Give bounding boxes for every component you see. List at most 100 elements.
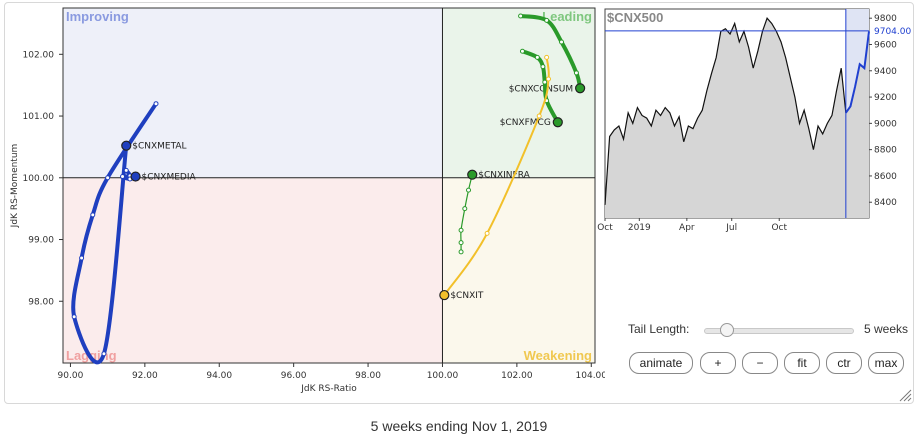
price-x-tick-label: 2019 (628, 223, 651, 233)
head-point (575, 83, 586, 94)
series-label: $CNXIT (450, 291, 484, 301)
price-x-tick-label: Apr (679, 223, 695, 233)
y-tick-label: 98.00 (28, 297, 54, 307)
y-tick-label: 99.00 (28, 236, 54, 246)
price-plot-frame (604, 8, 870, 219)
tail-length-label: Tail Length: (628, 322, 690, 336)
tail-point (518, 13, 524, 19)
price-chart-title: $CNX500 (607, 10, 663, 25)
quadrant-label-improving: Improving (66, 9, 129, 24)
y-tick-label: 102.00 (23, 50, 55, 60)
tail-point (71, 314, 77, 320)
tail-length-row: Tail Length: 5 weeks (628, 320, 908, 340)
plot-frame (62, 7, 596, 364)
y-axis-label: JdK RS-Momentum (10, 144, 20, 229)
zoom-in-button[interactable]: + (700, 352, 736, 374)
tail-point (519, 48, 525, 54)
x-tick-label: 94.00 (206, 371, 232, 381)
tail-point (90, 212, 96, 218)
tail-point (153, 101, 159, 107)
x-tick-label: 90.00 (58, 371, 84, 381)
series-tail-line (443, 56, 550, 297)
series-label: $CNXCONSUM (509, 84, 573, 94)
tail-point (79, 255, 85, 261)
tail-point (462, 206, 468, 212)
x-tick-label: 100.00 (427, 371, 459, 381)
price-y-tick-label: 8800 (874, 146, 897, 156)
center-button[interactable]: ctr (826, 352, 862, 374)
tail-point (544, 54, 550, 60)
animate-button[interactable]: animate (629, 352, 693, 374)
price-y-tick-label: 9000 (874, 119, 897, 129)
price-y-tick-label: 9600 (874, 40, 897, 50)
head-point (121, 140, 132, 151)
tail-point (534, 54, 540, 60)
series-cnxmedia: $CNXMEDIA (120, 167, 197, 183)
tail-point (484, 230, 490, 236)
price-y-tick-label: 9200 (874, 93, 897, 103)
tail-point (573, 70, 579, 76)
zoom-out-button[interactable]: − (742, 352, 778, 374)
quadrant-lagging (63, 177, 443, 363)
head-point (552, 117, 563, 128)
tail-point (466, 187, 472, 193)
x-axis-label: JdK RS-Ratio (300, 384, 357, 394)
chart-caption: 5 weeks ending Nov 1, 2019 (370, 418, 548, 434)
y-tick-label: 100.00 (23, 174, 55, 184)
series-label: $CNXINFRA (478, 171, 530, 181)
quadrant-label-weakening: Weakening (524, 348, 592, 363)
tail-point (101, 351, 107, 357)
x-tick-label: 102.00 (501, 371, 533, 381)
series-cnxfmcg: $CNXFMCG (500, 48, 563, 128)
current-value-label: 9704.00 (874, 27, 911, 37)
price-y-tick-label: 9400 (874, 67, 897, 77)
quadrant-improving (63, 8, 443, 178)
tail-length-slider-thumb[interactable] (720, 323, 735, 337)
series-label: $CNXMEDIA (142, 173, 197, 183)
tail-point (545, 76, 551, 82)
tail-point (559, 39, 565, 45)
tail-point (123, 167, 129, 173)
tail-point (536, 113, 542, 119)
tail-length-slider[interactable] (704, 323, 854, 337)
price-area (605, 18, 869, 218)
series-label: $CNXFMCG (500, 118, 551, 128)
tail-point (120, 174, 126, 180)
fit-button[interactable]: fit (784, 352, 820, 374)
tail-point (105, 175, 111, 181)
x-tick-label: 104.00 (576, 371, 605, 381)
x-tick-label: 92.00 (132, 371, 158, 381)
series-cnxinfra: $CNXINFRA (458, 169, 531, 255)
quadrant-leading (442, 8, 595, 178)
tail-point (540, 64, 546, 70)
series-label: $CNXMETAL (132, 142, 186, 152)
quadrant-weakening (442, 177, 595, 363)
tail-point (458, 249, 464, 255)
x-tick-label: 98.00 (355, 371, 381, 381)
series-cnxconsum: $CNXCONSUM (509, 13, 586, 94)
quadrant-label-leading: Leading (542, 9, 592, 24)
price-y-tick-label: 9800 (874, 14, 897, 24)
max-button[interactable]: max (868, 352, 904, 374)
chart-panel: Improving Leading Lagging Weakening 90.00 92.… (4, 2, 914, 404)
resize-handle-icon[interactable] (898, 388, 912, 402)
price-y-tick-label: 8600 (874, 172, 897, 182)
highlight-window (845, 9, 869, 218)
tail-point (544, 17, 550, 23)
price-x-tick-label: Oct (771, 223, 787, 233)
price-x-tick-label: Jul (725, 223, 737, 233)
head-point (130, 171, 141, 182)
x-tick-label: 96.00 (281, 371, 307, 381)
price-y-tick-label: 8400 (874, 198, 897, 208)
head-point (467, 169, 478, 180)
tail-point (458, 240, 464, 246)
series-cnxmetal: $CNXMETAL (71, 101, 187, 365)
tail-length-value: 5 weeks (863, 322, 908, 336)
tail-point (542, 79, 548, 85)
price-line (604, 17, 847, 205)
series-cnxit: $CNXIT (439, 54, 551, 301)
price-line-highlight (845, 31, 870, 114)
y-tick-label: 101.00 (23, 112, 55, 122)
tail-point (458, 227, 464, 233)
